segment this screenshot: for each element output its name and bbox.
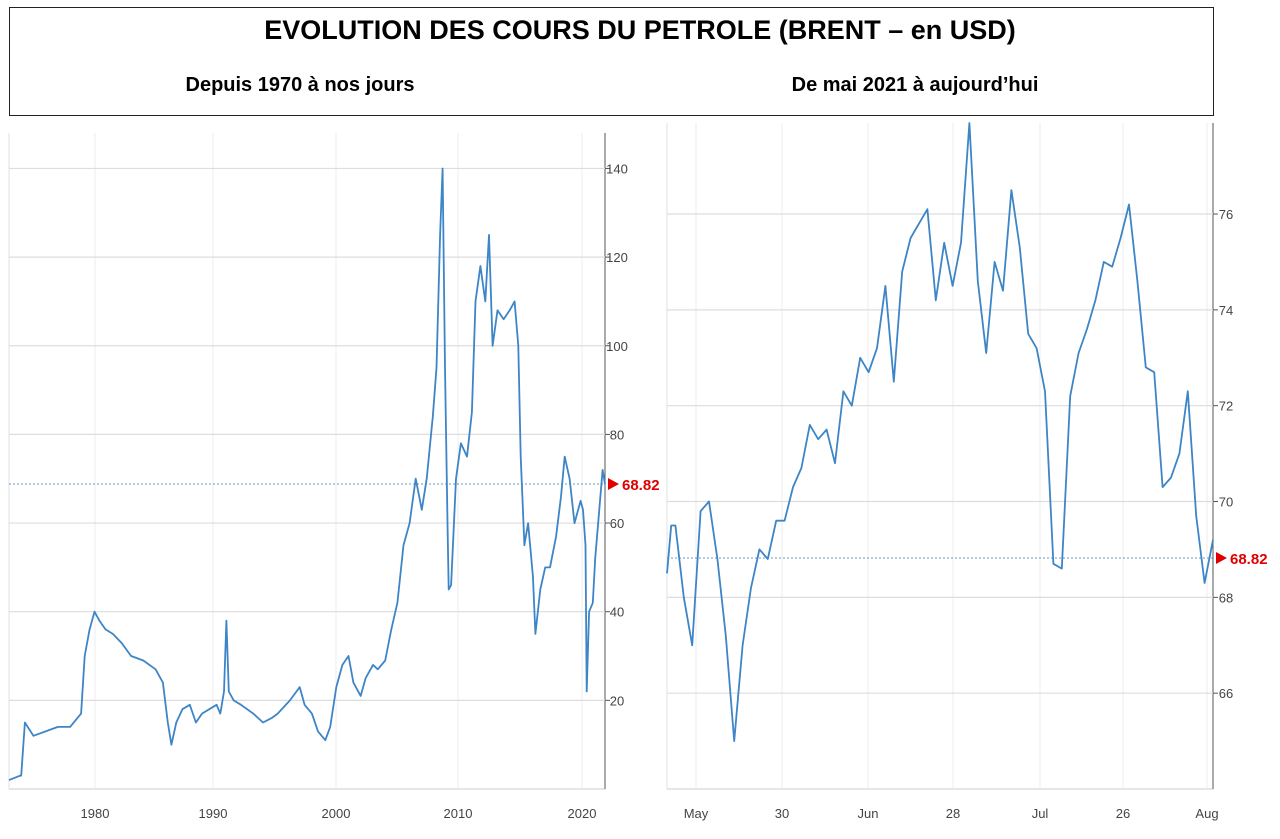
current-price-label: 68.82 bbox=[1230, 551, 1268, 568]
x-tick-label: 2020 bbox=[568, 806, 597, 821]
left-chart-subtitle: Depuis 1970 à nos jours bbox=[185, 74, 415, 96]
header-box bbox=[9, 7, 1214, 116]
page-title: EVOLUTION DES COURS DU PETROLE (BRENT – … bbox=[264, 15, 1016, 45]
x-tick-label: 1990 bbox=[199, 806, 228, 821]
current-price-label: 68.82 bbox=[622, 477, 660, 494]
y-tick-label: 70 bbox=[1219, 495, 1233, 510]
x-tick-label: 26 bbox=[1116, 806, 1130, 821]
y-tick-label: 140 bbox=[606, 161, 628, 176]
y-tick-label: 68 bbox=[1219, 590, 1233, 605]
y-tick-label: 72 bbox=[1219, 399, 1233, 414]
y-tick-label: 60 bbox=[610, 516, 624, 531]
y-tick-label: 74 bbox=[1219, 303, 1233, 318]
x-tick-label: Aug bbox=[1195, 806, 1218, 821]
x-tick-label: May bbox=[684, 806, 709, 821]
brent-price-series-line bbox=[666, 122, 1214, 742]
x-tick-label: 30 bbox=[775, 806, 789, 821]
left-oil-price-chart: 1980 1990 2000 2010 20202040608010012014068.… bbox=[8, 133, 660, 821]
y-tick-label: 40 bbox=[610, 605, 624, 620]
x-tick-label: Jul bbox=[1032, 806, 1049, 821]
y-tick-label: 20 bbox=[610, 693, 624, 708]
y-tick-label: 66 bbox=[1219, 686, 1233, 701]
x-tick-label: Jun bbox=[858, 806, 879, 821]
x-tick-label: 2000 bbox=[322, 806, 351, 821]
x-tick-label: 1980 bbox=[81, 806, 110, 821]
current-price-marker bbox=[608, 477, 619, 490]
y-tick-label: 76 bbox=[1219, 207, 1233, 222]
y-tick-label: 100 bbox=[606, 339, 628, 354]
brent-price-series-line bbox=[8, 167, 606, 781]
x-tick-label: 2010 bbox=[444, 806, 473, 821]
right-chart-subtitle: De mai 2021 à aujourd’hui bbox=[791, 74, 1039, 96]
y-tick-label: 80 bbox=[610, 427, 624, 442]
y-tick-label: 120 bbox=[606, 250, 628, 265]
x-tick-label: 28 bbox=[946, 806, 960, 821]
current-price-marker bbox=[1216, 552, 1227, 565]
